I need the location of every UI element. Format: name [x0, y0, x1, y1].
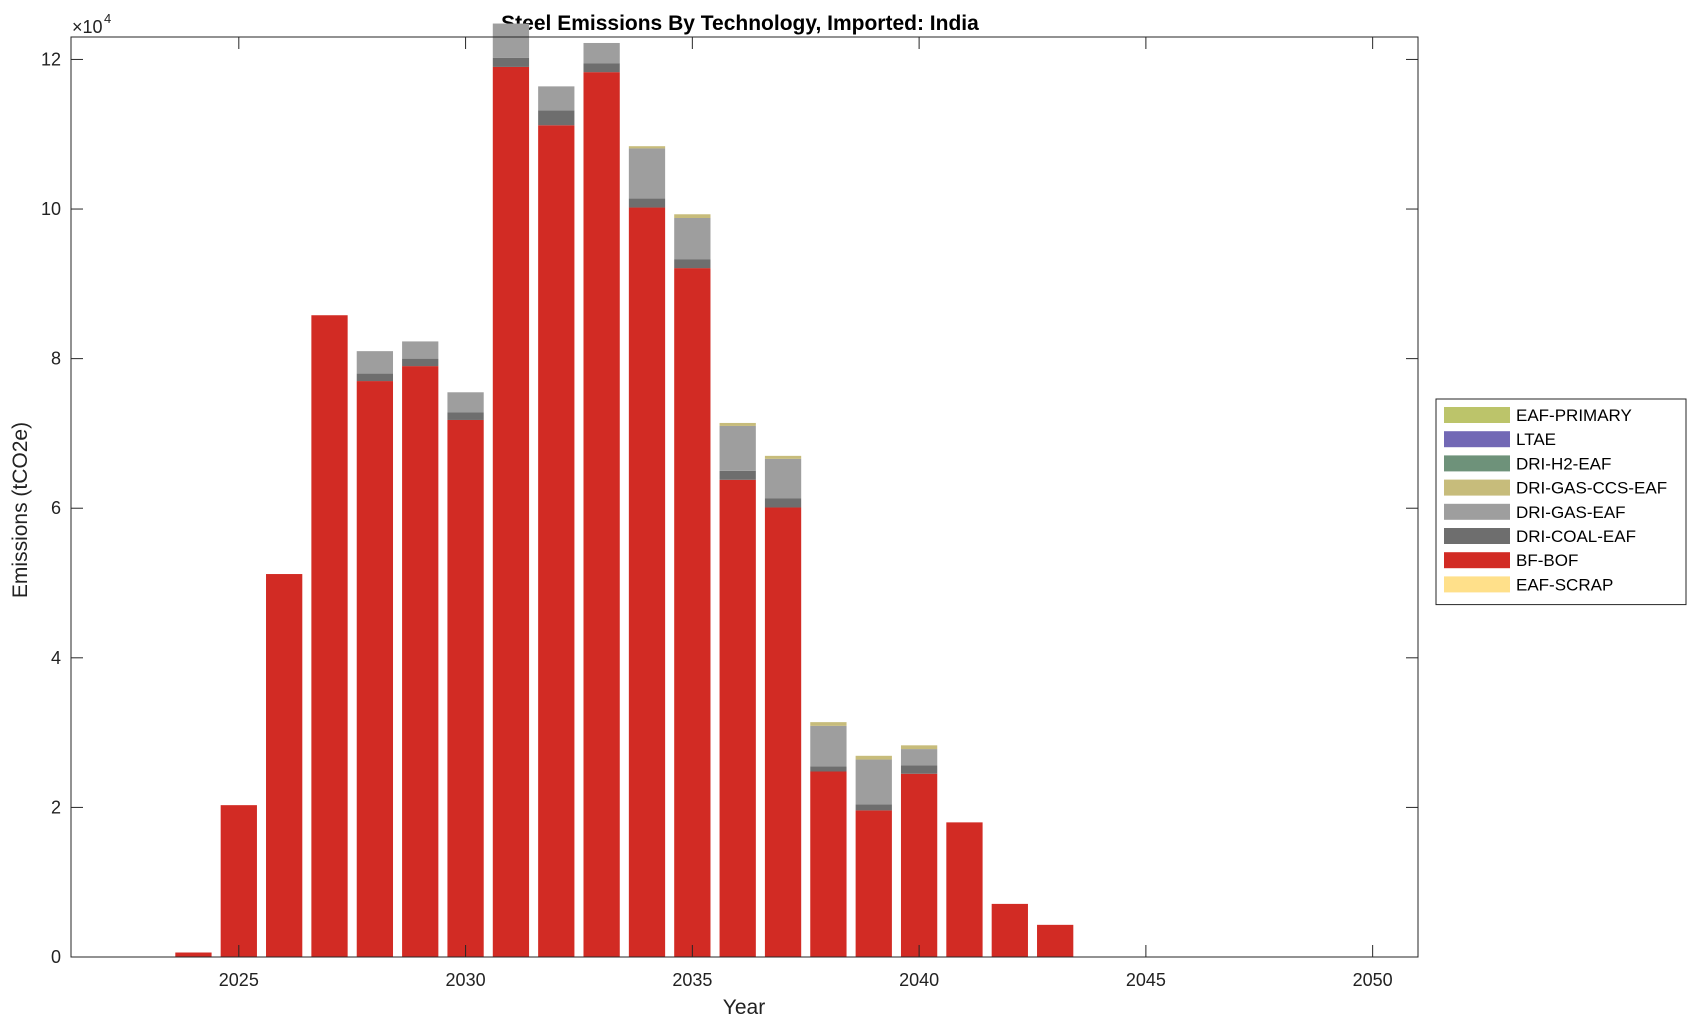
- bar-dri-gas-eaf-2028: [356, 351, 394, 374]
- bar-dri-coal-eaf-2040: [900, 765, 938, 774]
- ticks-group: 2025 2030 2035 2040 2045 2050 0 2 4 6 8 10 12: [41, 37, 1418, 990]
- x-tick-label-2030: 2030: [446, 970, 486, 990]
- legend-swatch-dri-gas-ccs-eaf: [1444, 479, 1510, 496]
- x-tick-label-2035: 2035: [672, 970, 712, 990]
- y-tick-label-6: 6: [51, 498, 61, 518]
- legend-label-dri-gas-ccs-eaf: DRI-GAS-CCS-EAF: [1516, 479, 1667, 498]
- bar-dri-gas-eaf-2039: [855, 759, 892, 805]
- bar-bf-bof-2029: [402, 366, 439, 957]
- axes-group: [70, 36, 1419, 958]
- legend-swatch-dri-coal-eaf: [1444, 528, 1510, 544]
- bar-dri-coal-eaf-2037: [764, 498, 802, 508]
- legend-swatch-dri-h2-eaf: [1444, 455, 1510, 472]
- bar-bf-bof-2025: [220, 805, 257, 957]
- bar-dri-gas-ccs-eaf-2037: [764, 455, 802, 459]
- bar-bf-bof-2032: [538, 125, 575, 957]
- bar-dri-gas-ccs-eaf-2039: [855, 755, 892, 760]
- x-tick-label-2045: 2045: [1126, 970, 1166, 990]
- bar-bf-bof-2039: [855, 810, 892, 957]
- bar-dri-coal-eaf-2036: [719, 470, 756, 480]
- legend-label-dri-coal-eaf: DRI-COAL-EAF: [1516, 527, 1636, 546]
- plot-frame: [70, 36, 1419, 958]
- bar-dri-gas-eaf-2034: [628, 148, 666, 199]
- bar-bf-bof-2037: [764, 507, 802, 957]
- bar-dri-gas-eaf-2033: [583, 42, 620, 64]
- bar-dri-gas-eaf-2037: [764, 458, 802, 499]
- bar-bf-bof-2042: [991, 903, 1028, 957]
- bar-dri-gas-eaf-2035: [674, 218, 711, 260]
- bar-dri-gas-eaf-2032: [538, 86, 575, 111]
- bar-bf-bof-2026: [266, 574, 303, 957]
- bar-bf-bof-2043: [1037, 924, 1074, 957]
- bar-dri-coal-eaf-2032: [538, 110, 575, 126]
- legend-swatch-bf-bof: [1444, 552, 1510, 569]
- y-exponent-base: ×10: [72, 17, 103, 37]
- bar-dri-coal-eaf-2029: [402, 358, 439, 367]
- bar-bf-bof-2028: [356, 381, 394, 957]
- bar-bf-bof-2034: [628, 207, 666, 958]
- legend-label-ltae: LTAE: [1516, 430, 1556, 449]
- x-axis-label: Year: [723, 996, 765, 1019]
- legend-label-bf-bof: BF-BOF: [1516, 551, 1578, 570]
- legend-swatch-dri-gas-eaf: [1444, 503, 1510, 520]
- bar-dri-gas-eaf-2040: [900, 749, 938, 766]
- bar-dri-gas-eaf-2030: [447, 392, 484, 413]
- bar-dri-coal-eaf-2031: [492, 57, 530, 67]
- chart-title: Steel Emissions By Technology, Imported:…: [501, 12, 979, 35]
- bar-dri-gas-ccs-eaf-2035: [674, 214, 711, 219]
- bar-dri-gas-eaf-2031: [492, 23, 530, 58]
- bar-bf-bof-2038: [810, 771, 847, 957]
- bar-bf-bof-2030: [447, 419, 484, 958]
- bar-dri-gas-ccs-eaf-2040: [900, 745, 938, 750]
- bar-dri-coal-eaf-2034: [628, 198, 666, 208]
- bar-bf-bof-2041: [946, 822, 983, 957]
- bar-dri-coal-eaf-2030: [447, 412, 484, 420]
- y-tick-label-2: 2: [51, 797, 61, 817]
- y-tick-label-8: 8: [51, 349, 61, 369]
- bar-bf-bof-2031: [492, 66, 530, 958]
- legend-swatch-eaf-primary: [1444, 407, 1510, 423]
- y-tick-label-0: 0: [51, 947, 61, 967]
- y-tick-label-10: 10: [41, 199, 61, 219]
- y-tick-label-12: 12: [41, 49, 61, 69]
- legend-label-dri-h2-eaf: DRI-H2-EAF: [1516, 454, 1611, 473]
- y-axis-label: Emissions (tCO2e): [9, 422, 32, 598]
- bar-dri-gas-eaf-2036: [719, 425, 756, 471]
- bar-dri-gas-ccs-eaf-2034: [628, 146, 666, 149]
- legend-swatch-ltae: [1444, 431, 1510, 448]
- bar-bf-bof-2033: [583, 72, 620, 957]
- x-tick-label-2025: 2025: [219, 970, 259, 990]
- legend: EAF-PRIMARY LTAE DRI-H2-EAF DRI-GAS-CCS-EAF…: [1435, 398, 1687, 606]
- bar-dri-gas-eaf-2038: [810, 725, 847, 767]
- x-tick-label-2040: 2040: [899, 970, 939, 990]
- bar-dri-coal-eaf-2035: [674, 259, 711, 269]
- y-exponent-power: 4: [104, 11, 111, 26]
- legend-label-eaf-scrap: EAF-SCRAP: [1516, 575, 1613, 594]
- bar-dri-coal-eaf-2028: [356, 373, 394, 382]
- x-tick-label-2050: 2050: [1353, 970, 1393, 990]
- legend-box: [1435, 398, 1687, 606]
- legend-swatch-eaf-scrap: [1444, 576, 1510, 593]
- bars-group: [175, 23, 1074, 958]
- bar-bf-bof-2024: [175, 952, 212, 957]
- bar-bf-bof-2027: [311, 315, 348, 957]
- y-tick-label-4: 4: [51, 648, 61, 668]
- bar-bf-bof-2035: [674, 268, 711, 957]
- bar-dri-gas-ccs-eaf-2036: [719, 422, 756, 426]
- legend-label-eaf-primary: EAF-PRIMARY: [1516, 406, 1632, 425]
- bar-dri-gas-ccs-eaf-2038: [810, 722, 847, 726]
- bar-dri-gas-eaf-2029: [402, 341, 439, 359]
- bar-dri-coal-eaf-2039: [855, 804, 892, 811]
- legend-label-dri-gas-eaf: DRI-GAS-EAF: [1516, 503, 1626, 522]
- bar-dri-coal-eaf-2038: [810, 766, 847, 772]
- bar-bf-bof-2036: [719, 479, 756, 957]
- y-exponent: ×10 4: [72, 11, 111, 37]
- bar-dri-coal-eaf-2033: [583, 63, 620, 73]
- bar-bf-bof-2040: [900, 773, 938, 957]
